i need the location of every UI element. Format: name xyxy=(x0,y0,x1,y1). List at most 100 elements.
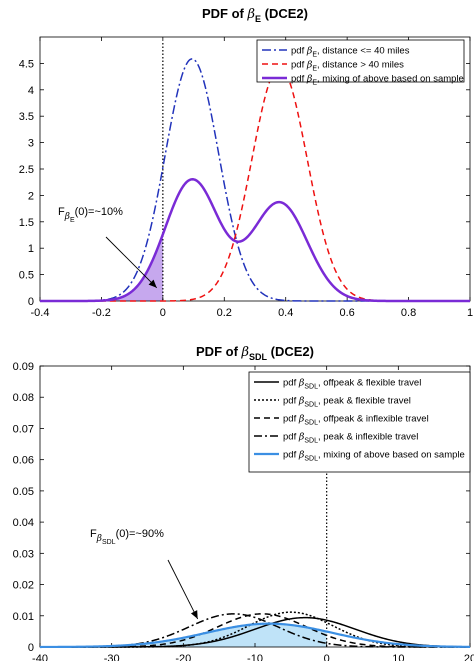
y-tick-label: 0.04 xyxy=(13,517,34,529)
legend-box xyxy=(256,39,465,83)
series-line-mix xyxy=(39,178,471,303)
legend-prefix: pdf xyxy=(283,432,299,443)
annotation-arrowhead xyxy=(148,279,157,288)
legend-subscript: E xyxy=(312,80,317,87)
x-tick-label: 10 xyxy=(392,653,404,661)
legend-subscript: E xyxy=(312,52,317,59)
chart-1: -0.4 -0.2 0 0.2 0.4 0.6 0.8 1 0 0.5 1 1.5 2 2.5 3 3.5 4 4… xyxy=(19,6,473,319)
annotation-suffix: (0)=~90% xyxy=(116,528,165,540)
x-tick-label: 1 xyxy=(467,307,473,319)
legend-subscript: SDL xyxy=(304,402,318,409)
y-tick-label: 0.07 xyxy=(13,423,34,435)
annotation-symbol: β xyxy=(64,212,70,222)
legend-prefix: pdf xyxy=(291,46,307,57)
legend-suffix: , offpeak & inflexible travel xyxy=(318,414,429,425)
y-tick-label: 3.5 xyxy=(19,111,34,123)
title-suffix: (DCE2) xyxy=(267,344,314,359)
chart-2: -40 -30 -20 -10 0 10 20 0 0.01 0.02 0.03 0.04 0.05 0.… xyxy=(13,344,474,661)
y-tick-label: 1 xyxy=(28,243,34,255)
legend-symbol: β xyxy=(298,450,305,461)
y-tick-label: 0.05 xyxy=(13,486,34,498)
legend-entry-s2: pdf βSDL, peak & flexible travel xyxy=(283,396,411,409)
legend-suffix: , peak & inflexible travel xyxy=(318,432,418,443)
legend-suffix: , peak & flexible travel xyxy=(318,396,411,407)
legend-subscript: SDL xyxy=(304,438,318,445)
annotation-prefix: F xyxy=(58,206,65,218)
legend-entry-mix: pdf βSDL, mixing of above based on sampl… xyxy=(283,450,465,463)
y-tick-label: 4 xyxy=(28,85,34,97)
x-tick-label: -0.4 xyxy=(31,307,50,319)
x-tick-label: -30 xyxy=(104,653,120,661)
y-tick-label: 0.02 xyxy=(13,580,34,592)
legend-prefix: pdf xyxy=(283,396,299,407)
legend-suffix: , mixing of above based on sample xyxy=(318,450,465,461)
legend-subscript: SDL xyxy=(304,456,318,463)
x-tick-label: -0.2 xyxy=(92,307,111,319)
title-subscript: E xyxy=(255,14,261,24)
legend-symbol: β xyxy=(306,74,313,85)
annotation-subscript: E xyxy=(70,217,75,224)
annotation: FβE(0)=~10% xyxy=(58,206,123,224)
legend-entry-s4: pdf βSDL, peak & inflexible travel xyxy=(283,432,418,445)
annotation-arrow xyxy=(167,559,199,620)
legend-entry-near: pdf βE, distance <= 40 miles xyxy=(291,46,410,59)
title-text: PDF of xyxy=(196,344,242,359)
y-tick-label: 0 xyxy=(28,296,34,308)
legend-prefix: pdf xyxy=(283,378,299,389)
x-tick-label: -10 xyxy=(247,653,263,661)
legend-symbol: β xyxy=(298,432,305,443)
legend-subscript: SDL xyxy=(304,384,318,391)
chart-title: PDF of βE (DCE2) xyxy=(202,6,308,24)
legend-suffix: , distance > 40 miles xyxy=(317,60,404,71)
y-tick-label: 0 xyxy=(28,642,34,654)
legend-prefix: pdf xyxy=(283,450,299,461)
legend-entry-s3: pdf βSDL, offpeak & inflexible travel xyxy=(283,414,429,427)
x-tick-label: 0 xyxy=(160,307,166,319)
shaded-area xyxy=(40,234,163,301)
legend-suffix: , offpeak & flexible travel xyxy=(318,378,421,389)
y-tick-label: 0.01 xyxy=(13,611,34,623)
x-tick-label: 0.4 xyxy=(278,307,293,319)
legend-prefix: pdf xyxy=(291,74,307,85)
annotation-prefix: F xyxy=(90,528,97,540)
title-suffix: (DCE2) xyxy=(261,6,308,21)
legend-subscript: SDL xyxy=(304,420,318,427)
series-line-near xyxy=(40,58,470,302)
legend-symbol: β xyxy=(306,60,313,71)
legend-symbol: β xyxy=(298,396,305,407)
legend-symbol: β xyxy=(298,378,305,389)
title-text: PDF of xyxy=(202,6,248,21)
annotation-symbol: β xyxy=(96,534,102,544)
x-tick-label: 0.8 xyxy=(401,307,416,319)
title-symbol: β xyxy=(247,7,256,22)
x-tick-label: 0 xyxy=(324,653,330,661)
y-tick-label: 0.08 xyxy=(13,392,34,404)
series-line-far xyxy=(40,66,470,302)
annotation: FβSDL(0)=~90% xyxy=(90,528,164,546)
title-subscript: SDL xyxy=(249,352,268,362)
chart-title: PDF of βSDL (DCE2) xyxy=(196,344,314,362)
legend-entry-far: pdf βE, distance > 40 miles xyxy=(291,60,404,73)
x-tick-label: -20 xyxy=(175,653,191,661)
x-tick-label: 20 xyxy=(464,653,474,661)
legend-suffix: , mixing of above based on sample xyxy=(317,74,464,85)
legend-symbol: β xyxy=(306,46,313,57)
y-tick-label: 2.5 xyxy=(19,164,34,176)
y-tick-label: 0.06 xyxy=(13,455,34,467)
legend-suffix: , distance <= 40 miles xyxy=(317,46,410,57)
legend-prefix: pdf xyxy=(283,414,299,425)
legend-entry-mix: pdf βE, mixing of above based on sample xyxy=(291,74,464,87)
annotation-suffix: (0)=~10% xyxy=(75,206,124,218)
legend-symbol: β xyxy=(298,414,305,425)
y-tick-label: 0.5 xyxy=(19,270,34,282)
y-tick-label: 1.5 xyxy=(19,217,34,229)
y-tick-label: 2 xyxy=(28,190,34,202)
x-tick-label: 0.6 xyxy=(339,307,354,319)
annotation-arrow xyxy=(105,236,158,289)
title-symbol: β xyxy=(241,345,250,360)
y-tick-label: 3 xyxy=(28,138,34,150)
legend-entry-s1: pdf βSDL, offpeak & flexible travel xyxy=(283,378,421,391)
y-tick-label: 0.03 xyxy=(13,548,34,560)
